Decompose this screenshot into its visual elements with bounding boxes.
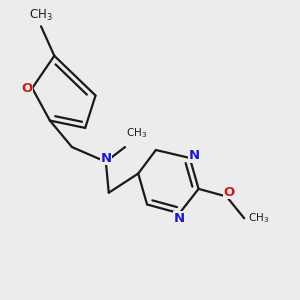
Text: N: N bbox=[100, 152, 111, 165]
Text: CH$_3$: CH$_3$ bbox=[248, 212, 269, 225]
Text: O: O bbox=[21, 82, 32, 95]
Text: CH$_3$: CH$_3$ bbox=[29, 8, 53, 23]
Text: CH$_3$: CH$_3$ bbox=[126, 126, 148, 140]
Text: N: N bbox=[174, 212, 185, 225]
Text: N: N bbox=[189, 149, 200, 162]
Text: O: O bbox=[224, 186, 235, 199]
